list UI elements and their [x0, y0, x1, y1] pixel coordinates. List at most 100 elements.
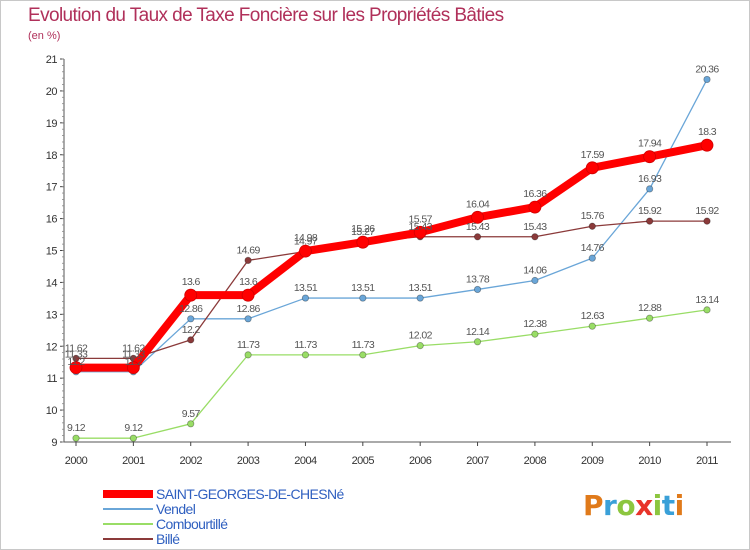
x-tick-label: 2005	[352, 455, 375, 467]
data-point	[473, 233, 482, 241]
proxiti-logo: Proxiti	[583, 489, 684, 522]
data-point	[471, 210, 484, 224]
data-point	[359, 351, 367, 359]
legend-item: Vendel	[103, 500, 344, 517]
data-label: 12.14	[466, 326, 490, 338]
x-tick-label: 2011	[696, 455, 718, 467]
data-point	[301, 294, 310, 302]
data-label: 20.36	[695, 63, 719, 75]
data-point	[244, 256, 252, 264]
data-point	[244, 351, 252, 359]
x-tick-label: 2004	[294, 455, 317, 467]
chart-title: Evolution du Taux de Taxe Foncière sur l…	[28, 5, 504, 26]
data-label: 13.14	[695, 294, 719, 306]
data-point	[301, 351, 310, 359]
data-point	[244, 315, 252, 323]
data-point	[646, 185, 654, 193]
x-tick-label: 2003	[237, 455, 260, 467]
x-tick-label: 2007	[466, 455, 489, 467]
x-tick-label: 2001	[122, 455, 145, 467]
data-label: 16.93	[638, 173, 662, 185]
data-label: 11.73	[237, 339, 260, 351]
data-point	[588, 254, 596, 262]
data-point	[187, 315, 195, 323]
legend-swatch	[103, 537, 153, 540]
data-label: 11.73	[294, 339, 317, 351]
data-label: 14.06	[523, 265, 547, 277]
data-label: 11.62	[65, 342, 88, 354]
x-tick-label: 2006	[409, 455, 432, 467]
y-tick-label: 17	[46, 182, 58, 194]
legend-item: Billé	[103, 530, 344, 547]
data-label: 11.2	[125, 356, 143, 368]
data-point	[69, 361, 83, 375]
data-point	[356, 235, 370, 249]
legend: SAINT-GEORGES-DE-CHESNé Vendel Combourtill…	[103, 485, 344, 547]
y-tick-label: 13	[46, 309, 58, 321]
data-label: 13.78	[466, 273, 490, 285]
data-label: 13.6	[182, 276, 201, 288]
data-label: 9.12	[124, 422, 143, 434]
data-label: 17.59	[581, 149, 605, 161]
data-label: 16.04	[466, 198, 490, 210]
data-label: 14.97	[294, 235, 318, 247]
data-point	[299, 244, 312, 258]
data-point	[703, 306, 711, 314]
data-label: 14.76	[581, 242, 605, 254]
data-label: 13.51	[409, 282, 433, 294]
y-tick-label: 16	[46, 214, 58, 226]
data-label: 15.27	[351, 226, 375, 238]
data-point	[531, 233, 539, 241]
data-label: 12.2	[182, 324, 201, 336]
legend-item: Combourtillé	[103, 516, 344, 532]
logo-letter: t	[661, 489, 675, 522]
data-label: 15.57	[409, 213, 433, 225]
data-label: 12.38	[523, 318, 547, 330]
data-point	[588, 222, 596, 230]
data-point	[588, 322, 596, 330]
data-label: 9.12	[67, 422, 86, 434]
logo-letter: o	[616, 489, 636, 522]
data-point	[646, 314, 654, 322]
data-label: 15.76	[581, 210, 605, 222]
legend-label: SAINT-GEORGES-DE-CHESNé	[156, 485, 344, 502]
y-tick-label: 11	[47, 373, 58, 385]
logo-letter: r	[603, 489, 617, 522]
legend-swatch	[103, 489, 153, 498]
y-tick-label: 19	[46, 118, 58, 130]
data-label: 12.86	[179, 303, 203, 315]
legend-label: Billé	[156, 530, 180, 547]
data-point	[129, 434, 137, 442]
legend-label: Vendel	[156, 500, 196, 517]
data-label: 13.6	[239, 276, 258, 288]
data-point	[187, 420, 195, 428]
data-label: 16.36	[523, 188, 547, 200]
y-tick-label: 10	[46, 405, 58, 417]
data-point	[531, 330, 539, 338]
data-point	[416, 342, 424, 350]
y-tick-label: 18	[46, 150, 58, 162]
series-line	[75, 78, 708, 373]
legend-swatch	[103, 522, 153, 525]
data-label: 11.33	[65, 349, 88, 361]
y-tick-label: 9	[51, 437, 57, 449]
data-label: 12.63	[581, 310, 605, 322]
x-tick-label: 2008	[524, 455, 547, 467]
y-unit-label: (en %)	[28, 30, 61, 42]
data-label: 12.88	[638, 302, 662, 314]
logo-letter: P	[583, 489, 604, 522]
data-label: 15.43	[409, 221, 433, 233]
data-label: 11.33	[122, 349, 145, 361]
data-point	[703, 217, 711, 225]
data-label: 15.43	[466, 221, 490, 233]
x-tick-label: 2000	[65, 455, 88, 467]
data-label: 15.26	[351, 223, 375, 235]
data-label: 15.92	[695, 205, 719, 217]
data-label: 14.69	[236, 244, 260, 256]
data-label: 15.92	[638, 205, 662, 217]
logo-letter: i	[674, 489, 685, 522]
data-point	[126, 361, 140, 375]
data-label: 11.73	[352, 339, 375, 351]
data-point	[700, 138, 714, 152]
